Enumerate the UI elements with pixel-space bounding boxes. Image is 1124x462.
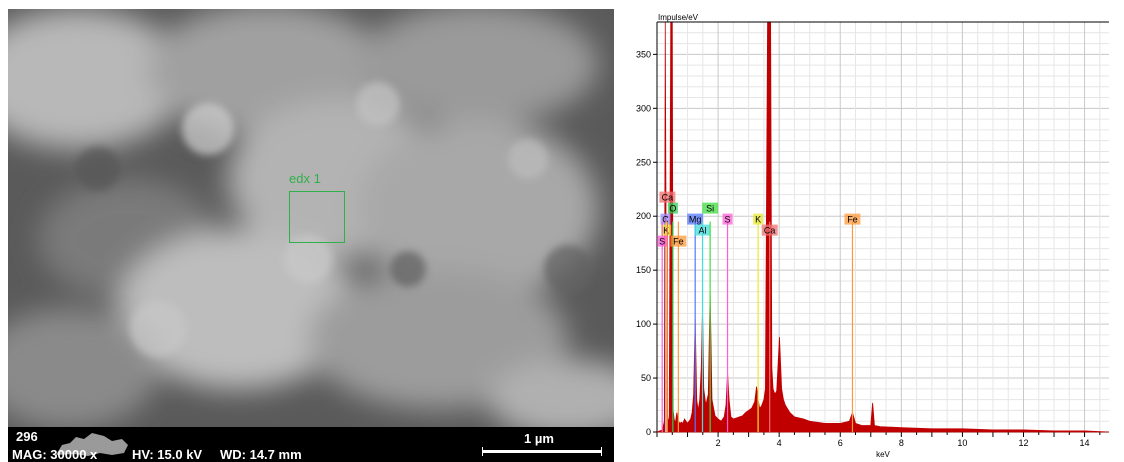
marker-label-fe: Fe — [673, 237, 684, 247]
marker-label-mg: Mg — [689, 215, 702, 225]
sample-thumbnail-icon — [56, 433, 128, 456]
databar-magnification: MAG: 30000 x — [12, 447, 98, 462]
marker-label-k: K — [663, 226, 669, 236]
sem-micrograph-image — [8, 9, 614, 427]
marker-label-si: Si — [706, 204, 714, 214]
y-tick-label: 350 — [636, 49, 651, 59]
sem-databar: 296 MAG: 30000 x HV: 15.0 kV WD: 14.7 mm… — [8, 427, 614, 462]
marker-tag-bg — [844, 213, 861, 225]
y-tick-label: 200 — [636, 211, 651, 221]
marker-tag-bg — [761, 224, 778, 236]
marker-tag-bg — [659, 191, 676, 203]
edx-roi-label: edx 1 — [289, 171, 321, 186]
y-tick-label: 250 — [636, 157, 651, 167]
x-tick-label: 14 — [1080, 438, 1090, 448]
marker-tag-bg — [687, 213, 704, 225]
chart-grid — [656, 21, 1109, 433]
y-tick-label: 0 — [646, 427, 651, 437]
y-tick-label: 50 — [641, 373, 651, 383]
marker-tag-bg — [660, 213, 671, 225]
marker-label-ca: Ca — [764, 226, 776, 236]
marker-label-al: Al — [698, 226, 706, 236]
edx-roi-box — [289, 191, 345, 243]
y-axis-title: Impulse/eV — [658, 13, 699, 22]
x-tick-label: 10 — [957, 438, 967, 448]
databar-scale-label: 1 µm — [524, 431, 554, 446]
x-tick-label: 8 — [899, 438, 904, 448]
x-axis-ticks: 2 4 6 8 10 12 14 — [656, 432, 1101, 448]
databar-working-distance: WD: 14.7 mm — [220, 447, 302, 462]
marker-tag-bg — [670, 235, 687, 247]
marker-tag-bg — [694, 224, 711, 236]
marker-label-fe: Fe — [847, 215, 858, 225]
marker-label-c: C — [662, 215, 669, 225]
y-tick-label: 100 — [636, 319, 651, 329]
marker-tag-bg — [722, 213, 733, 225]
marker-label-s: S — [725, 215, 731, 225]
marker-label-ca: Ca — [662, 193, 674, 203]
x-tick-label: 4 — [777, 438, 782, 448]
x-tick-label: 12 — [1018, 438, 1028, 448]
sem-micrograph-panel: edx 1 296 MAG: 30000 x HV: 15.0 kV WD: 1… — [8, 9, 614, 462]
databar-high-voltage: HV: 15.0 kV — [132, 447, 203, 462]
x-tick-label: 2 — [716, 438, 721, 448]
databar-id: 296 — [16, 429, 38, 444]
x-axis-title: keV — [876, 450, 890, 459]
y-tick-label: 300 — [636, 103, 651, 113]
scale-bar — [482, 447, 602, 456]
marker-tag-bg — [657, 235, 668, 247]
marker-label-k: K — [755, 215, 761, 225]
marker-label-o: O — [669, 204, 676, 214]
y-axis-ticks: 0 50 100 150 200 250 300 350 — [636, 49, 657, 437]
x-tick-label: 6 — [838, 438, 843, 448]
marker-tag-bg — [753, 213, 764, 225]
marker-tag-bg — [661, 224, 672, 236]
marker-tag-bg — [702, 202, 719, 214]
y-tick-label: 150 — [636, 265, 651, 275]
marker-label-s: S — [659, 237, 665, 247]
marker-tag-bg — [667, 202, 678, 214]
